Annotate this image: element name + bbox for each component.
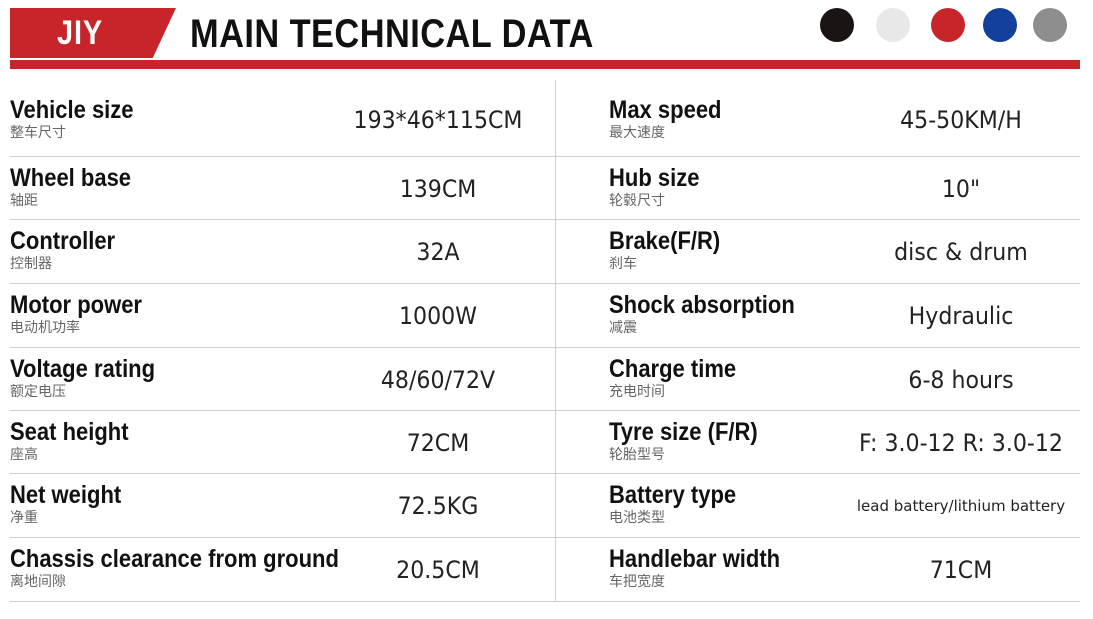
spec-label: Motor power 电动机功率 [10, 291, 160, 337]
spec-row: Net weight 净重 72.5KG Battery type 电池类型 lead b… [10, 474, 1080, 538]
color-swatches [820, 8, 1080, 44]
spec-label: Net weight 净重 [10, 481, 136, 527]
header-rule [10, 60, 1080, 69]
spec-label: Controller 控制器 [10, 227, 129, 273]
spec-label-zh: 整车尺寸 [10, 125, 66, 141]
spec-label-en: Voltage rating [10, 355, 156, 383]
spec-label-zh: 轮胎型号 [609, 447, 665, 463]
spec-label-en: Brake(F/R) [609, 227, 721, 255]
color-swatch-red [931, 8, 965, 42]
spec-label: Handlebar width 车把宽度 [609, 545, 803, 591]
spec-label-en: Chassis clearance from ground [10, 545, 339, 573]
spec-label-en: Controller [10, 227, 116, 255]
row-divider [10, 601, 1080, 602]
spec-label-en: Tyre size (F/R) [609, 418, 758, 446]
spec-label-zh: 净重 [10, 510, 38, 526]
spec-value: 45-50KM/H [900, 106, 1022, 134]
spec-label-zh: 轮毂尺寸 [609, 193, 665, 209]
spec-value: 1000W [398, 302, 478, 330]
spec-row: Vehicle size 整车尺寸 193*46*115CM Max speed 最大速… [10, 80, 1080, 157]
spec-value: 10" [941, 175, 981, 203]
color-swatch-white [876, 8, 910, 42]
spec-label-en: Charge time [609, 355, 737, 383]
spec-label: Seat height 座高 [10, 418, 145, 464]
page-title: MAIN TECHNICAL DATA [190, 12, 594, 56]
spec-label-zh: 座高 [10, 447, 38, 463]
spec-label: Brake(F/R) 刹车 [609, 227, 735, 273]
row-divider [10, 156, 1080, 157]
spec-value: lead battery/lithium battery [856, 497, 1066, 515]
spec-value: 193*46*115CM [353, 106, 523, 134]
color-swatch-blue [983, 8, 1017, 42]
spec-row: Motor power 电动机功率 1000W Shock absorption 减震 H… [10, 284, 1080, 348]
spec-label-zh: 电池类型 [609, 510, 665, 526]
spec-label-zh: 电动机功率 [10, 320, 80, 336]
spec-value: 6-8 hours [908, 366, 1014, 394]
spec-value: 71CM [929, 556, 993, 584]
row-divider [10, 410, 1080, 411]
spec-label: Wheel base 轴距 [10, 164, 148, 210]
spec-value: 48/60/72V [380, 366, 496, 394]
row-divider [10, 473, 1080, 474]
spec-label-zh: 额定电压 [10, 384, 66, 400]
row-divider [10, 283, 1080, 284]
spec-value: 32A [416, 238, 460, 266]
row-divider [10, 347, 1080, 348]
spec-label: Vehicle size 整车尺寸 [10, 96, 150, 142]
spec-label-zh: 减震 [609, 320, 637, 336]
spec-label-en: Motor power [10, 291, 142, 319]
row-divider [10, 219, 1080, 220]
spec-value: 20.5CM [396, 556, 480, 584]
spec-row: Controller 控制器 32A Brake(F/R) 刹车 disc & drum [10, 220, 1080, 284]
spec-label-zh: 控制器 [10, 256, 52, 272]
row-divider [10, 537, 1080, 538]
spec-label: Voltage rating 额定电压 [10, 355, 175, 401]
spec-label: Battery type 电池类型 [609, 481, 754, 527]
header: JIY MAIN TECHNICAL DATA [0, 0, 1093, 72]
spec-label-en: Max speed [609, 96, 722, 124]
spec-label-zh: 刹车 [609, 256, 637, 272]
spec-label: Max speed 最大速度 [609, 96, 737, 142]
spec-label: Hub size 轮毂尺寸 [609, 164, 712, 210]
spec-label-zh: 离地间隙 [10, 574, 66, 590]
spec-label-en: Battery type [609, 481, 737, 509]
spec-value: disc & drum [894, 238, 1028, 266]
spec-value: F: 3.0-12 R: 3.0-12 [859, 429, 1063, 457]
spec-label-en: Seat height [10, 418, 129, 446]
spec-label: Chassis clearance from ground 离地间隙 [10, 545, 384, 591]
spec-value: Hydraulic [908, 302, 1014, 330]
spec-label-en: Hub size [609, 164, 700, 192]
brand-tab [10, 8, 176, 58]
color-swatch-black [820, 8, 854, 42]
spec-label-en: Net weight [10, 481, 122, 509]
spec-row: Seat height 座高 72CM Tyre size (F/R) 轮胎型号 F: 3… [10, 411, 1080, 474]
spec-label-en: Vehicle size [10, 96, 134, 124]
color-swatch-gray [1033, 8, 1067, 42]
spec-value: 72CM [406, 429, 470, 457]
spec-label: Shock absorption 减震 [609, 291, 820, 337]
spec-row: Chassis clearance from ground 离地间隙 20.5CM H… [10, 538, 1080, 602]
spec-value: 72.5KG [397, 492, 479, 520]
spec-table: Vehicle size 整车尺寸 193*46*115CM Max speed 最大速… [10, 80, 1080, 602]
spec-label-zh: 充电时间 [609, 384, 665, 400]
spec-label-zh: 车把宽度 [609, 574, 665, 590]
spec-value: 139CM [399, 175, 477, 203]
spec-row: Wheel base 轴距 139CM Hub size 轮毂尺寸 10" [10, 157, 1080, 220]
spec-row: Voltage rating 额定电压 48/60/72V Charge time 充电… [10, 348, 1080, 411]
spec-label-zh: 最大速度 [609, 125, 665, 141]
brand-logo: JIY [57, 14, 103, 52]
spec-label: Tyre size (F/R) 轮胎型号 [609, 418, 778, 464]
spec-label-zh: 轴距 [10, 193, 38, 209]
column-divider [555, 80, 556, 602]
spec-label-en: Wheel base [10, 164, 132, 192]
spec-label-en: Shock absorption [609, 291, 795, 319]
spec-label: Charge time 充电时间 [609, 355, 753, 401]
spec-label-en: Handlebar width [609, 545, 781, 573]
